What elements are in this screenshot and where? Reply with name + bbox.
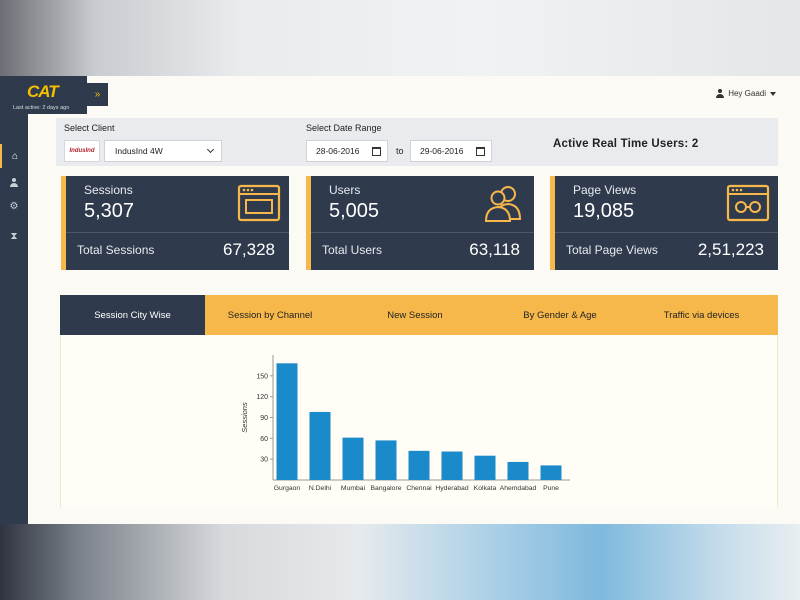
sidebar: ⌂ ⚙ ⧗ bbox=[0, 76, 28, 524]
client-logo: IndusInd bbox=[64, 140, 100, 162]
card-total-value: 2,51,223 bbox=[697, 240, 764, 259]
realtime-users-value: 2 bbox=[691, 138, 699, 150]
bar-ahemdabad[interactable] bbox=[507, 461, 529, 480]
card-value: 5,005 bbox=[329, 200, 380, 222]
date-from-input[interactable]: 28-06-2016 bbox=[306, 140, 388, 162]
x-tick-label: Gurgaon bbox=[274, 485, 301, 492]
bar-gurgaon[interactable] bbox=[276, 363, 298, 480]
x-tick-label: Bangalore bbox=[371, 485, 402, 492]
x-tick-label: Chennai bbox=[406, 485, 432, 492]
report-tabs: Session City Wise Session by Channel New… bbox=[60, 295, 778, 335]
page-views-card: Page Views 19,085 Total Page Views 2,51,… bbox=[550, 176, 778, 270]
chart-panel: Sessions 30 60 90 120 150 Gurgaon N.Delhi Mumb… bbox=[60, 335, 778, 507]
hourglass-icon: ⧗ bbox=[10, 230, 18, 242]
card-value: 5,307 bbox=[84, 200, 135, 222]
x-tick-label: Pune bbox=[543, 485, 559, 492]
card-total-label: Total Sessions bbox=[77, 243, 155, 257]
bar-bangalore[interactable] bbox=[375, 440, 397, 480]
select-client-label: Select Client bbox=[64, 123, 115, 133]
y-tick-label: 150 bbox=[256, 373, 268, 380]
double-chevron-right-icon: » bbox=[94, 89, 101, 100]
brand-logo: CAT bbox=[27, 82, 59, 101]
realtime-users-label: Active Real Time Users: bbox=[553, 138, 689, 150]
client-select-value: IndusInd 4W bbox=[115, 146, 163, 156]
tab-gender-age[interactable]: By Gender & Age bbox=[523, 309, 597, 321]
user-greeting: Hey Gaadi bbox=[728, 89, 766, 98]
logo-area[interactable]: CAT Last active: 2 days ago bbox=[0, 76, 87, 114]
settings-icon: ⚙ bbox=[9, 200, 19, 212]
x-tick-label: Ahemdabad bbox=[500, 485, 537, 492]
background-top bbox=[0, 0, 800, 76]
sidebar-item-settings[interactable]: ⚙ bbox=[0, 194, 28, 218]
y-tick-label: 120 bbox=[256, 394, 268, 401]
date-to-value: 29-06-2016 bbox=[420, 146, 464, 156]
card-value: 19,085 bbox=[573, 200, 635, 222]
sidebar-item-history[interactable]: ⧗ bbox=[0, 224, 28, 248]
filter-bar: Select Client IndusInd IndusInd 4W Selec… bbox=[56, 118, 778, 166]
users-card: Users 5,005 Total Users 63,118 bbox=[306, 176, 534, 270]
card-label: Sessions bbox=[84, 183, 133, 197]
y-axis-label: Sessions bbox=[240, 402, 249, 433]
browser-window-icon bbox=[237, 184, 281, 222]
bar-hyderabad[interactable] bbox=[441, 451, 463, 480]
card-label: Users bbox=[329, 183, 361, 197]
x-tick-label: Kolkata bbox=[474, 485, 497, 492]
tab-session-by-channel[interactable]: Session by Channel bbox=[227, 309, 313, 321]
tab-traffic-devices[interactable]: Traffic via devices bbox=[663, 309, 740, 321]
background-bottom bbox=[0, 524, 800, 600]
user-icon bbox=[716, 89, 725, 98]
dashboard-window: ⌂ ⚙ ⧗ CAT Last active: 2 days ago » Hey … bbox=[0, 76, 800, 524]
session-city-chart: Sessions 30 60 90 120 150 Gurgaon N.Delhi Mumb… bbox=[240, 355, 570, 492]
tab-new-session[interactable]: New Session bbox=[387, 309, 443, 321]
bar-mumbai[interactable] bbox=[342, 437, 364, 480]
bars bbox=[276, 363, 562, 480]
bar-n-delhi[interactable] bbox=[309, 411, 331, 480]
card-total-value: 63,118 bbox=[469, 240, 520, 259]
bar-chennai[interactable] bbox=[408, 450, 430, 480]
y-tick-label: 60 bbox=[260, 436, 268, 443]
sidebar-item-users[interactable] bbox=[0, 170, 28, 194]
client-select[interactable]: IndusInd 4W bbox=[104, 140, 222, 162]
card-total-label: Total Page Views bbox=[566, 243, 658, 257]
bar-kolkata[interactable] bbox=[474, 455, 496, 480]
last-active-text: Last active: 2 days ago bbox=[13, 105, 70, 111]
sidebar-item-home[interactable]: ⌂ bbox=[0, 144, 28, 168]
user-icon bbox=[10, 177, 18, 187]
y-tick-label: 30 bbox=[260, 457, 268, 464]
bar-pune[interactable] bbox=[540, 465, 562, 480]
card-total-value: 67,328 bbox=[223, 240, 275, 259]
calendar-icon bbox=[476, 147, 485, 156]
sessions-card: Sessions 5,307 Total Sessions 67,328 bbox=[61, 176, 289, 270]
users-icon bbox=[484, 186, 522, 222]
home-icon: ⌂ bbox=[11, 150, 19, 162]
x-tick-label: Mumbai bbox=[341, 485, 366, 492]
realtime-users: Active Real Time Users: 2 bbox=[553, 138, 698, 150]
date-to-separator: to bbox=[396, 146, 404, 156]
x-axis-labels: Gurgaon N.Delhi Mumbai Bangalore Chennai Hyde… bbox=[274, 485, 559, 492]
user-menu[interactable]: Hey Gaadi bbox=[716, 89, 776, 98]
tab-session-city-wise[interactable]: Session City Wise bbox=[60, 295, 205, 335]
card-label: Page Views bbox=[573, 183, 637, 197]
chevron-down-icon bbox=[206, 145, 215, 154]
date-to-input[interactable]: 29-06-2016 bbox=[410, 140, 492, 162]
x-tick-label: Hyderabad bbox=[435, 485, 468, 492]
calendar-icon bbox=[372, 147, 381, 156]
caret-down-icon bbox=[770, 91, 776, 96]
date-from-value: 28-06-2016 bbox=[316, 146, 360, 156]
expand-sidebar-button[interactable]: » bbox=[87, 83, 108, 106]
card-total-label: Total Users bbox=[322, 243, 383, 257]
date-range-label: Select Date Range bbox=[306, 123, 382, 133]
x-tick-label: N.Delhi bbox=[309, 485, 332, 492]
glasses-window-icon bbox=[726, 184, 770, 222]
y-tick-label: 90 bbox=[260, 415, 268, 422]
